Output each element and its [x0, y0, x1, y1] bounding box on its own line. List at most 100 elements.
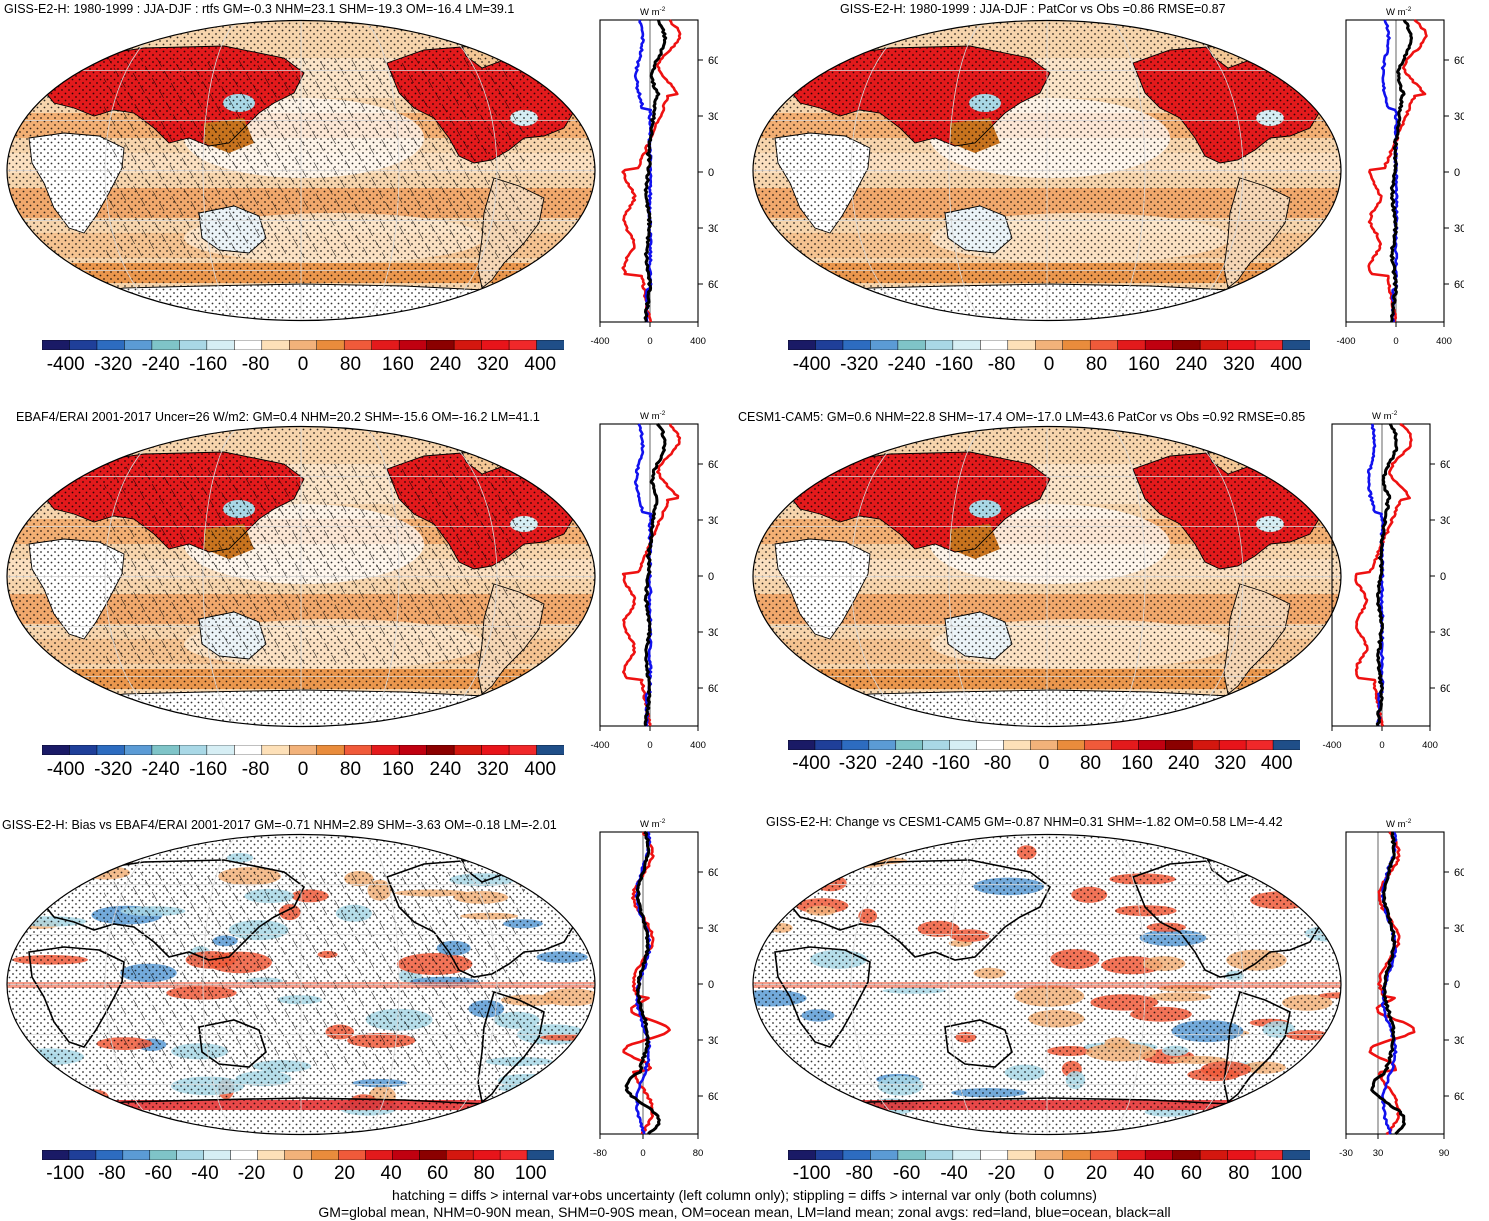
colorbar-swatch: [868, 740, 897, 750]
map-border: [6, 19, 596, 322]
map-border: [6, 833, 596, 1136]
colorbar-swatch: [69, 340, 98, 350]
colorbar-label: 0: [292, 1163, 304, 1184]
lat-tick-label: 60S: [708, 279, 718, 291]
colorbar-swatch: [1199, 1150, 1229, 1160]
colorbar-swatch: [1272, 740, 1300, 750]
colorbar-swatch: [95, 1150, 124, 1160]
colorbar-swatch: [68, 1150, 97, 1160]
footnote-hatching: hatching = diffs > internal var+obs unce…: [392, 1187, 1097, 1203]
colorbar-labels: -400 -320 -240 -160 -80 0 80 160 240 320 400: [42, 759, 564, 783]
lat-tick-label: 60S: [1454, 1091, 1464, 1103]
colorbar-swatch: [1035, 1150, 1064, 1160]
colorbar-label: -240: [141, 759, 180, 780]
colorbar-label: -100: [46, 1163, 85, 1184]
colorbar-swatch: [536, 340, 564, 350]
colorbar: [42, 1150, 554, 1160]
lat-tick-label: 0: [708, 979, 714, 991]
colorbar-swatch: [42, 745, 71, 755]
zonal-mean-plot: W m-2 60N 30N 0 30S 60S -400 0 400: [590, 6, 718, 347]
colorbar-swatch: [1245, 740, 1274, 750]
colorbar-swatch: [392, 1150, 420, 1160]
colorbar-swatch: [481, 340, 510, 350]
map-border: [752, 425, 1342, 728]
lat-tick-label: 60S: [708, 683, 718, 695]
colorbar-swatch: [343, 340, 373, 350]
longitude-gridline: [850, 834, 922, 1135]
zonal-series-all: [643, 422, 667, 727]
zonal-plot-frame: [1345, 831, 1445, 1135]
zonal-mean-plot: W m-2 60N 30N 0 30S 60S -400 0 400: [1322, 410, 1450, 751]
colorbar-swatch: [42, 340, 71, 350]
zonal-series-land: [1354, 422, 1413, 727]
colorbar-label: -80: [241, 759, 270, 780]
x-tick-label: 0: [647, 336, 652, 347]
zonal-mean-plot: W m-2 60N 30N 0 30S 60S -30 30 90: [1339, 818, 1464, 1159]
zonal-plot-frame: [599, 19, 699, 323]
colorbar-label: 320: [1222, 354, 1255, 375]
colorbar-swatch: [897, 1150, 926, 1160]
colorbar-label: 100: [1270, 1163, 1303, 1184]
colorbar-swatch: [230, 1150, 259, 1160]
longitude-gridline: [948, 426, 985, 727]
hatching: [104, 58, 524, 258]
colorbar-swatch: [472, 1150, 501, 1160]
zonal-series-land: [1368, 831, 1416, 1136]
colorbar-swatch: [508, 340, 538, 350]
colorbar-label: 80: [339, 354, 362, 375]
x-tick-label: 90: [1439, 1148, 1450, 1159]
panel-title: GISS-E2-H: Bias vs EBAF4/ERAI 2001-2017 …: [2, 818, 557, 832]
colorbar-label: -400: [792, 354, 831, 375]
colorbar-swatch: [1218, 740, 1247, 750]
colorbar-label: -240: [885, 753, 924, 774]
x-tick-label: 0: [1393, 336, 1398, 347]
colorbar-swatch: [870, 1150, 899, 1160]
colorbar-swatch: [261, 745, 290, 755]
longitude-gridline: [104, 834, 176, 1135]
zonal-series-all: [643, 19, 668, 323]
zonal-series-ocean: [633, 19, 653, 323]
colorbar-label: -80: [845, 1163, 873, 1184]
colorbar-swatch: [949, 740, 978, 750]
x-tick-label: 0: [640, 1148, 645, 1159]
colorbar-label: 60: [427, 1163, 449, 1184]
colorbar-swatch: [122, 1150, 151, 1160]
lat-tick-label: 30S: [1454, 1035, 1464, 1047]
colorbar: [42, 340, 564, 350]
colorbar-labels: -100 -80 -60 -40 -20 0 20 40 60 80 100: [42, 1163, 554, 1187]
colorbar-label: -20: [237, 1163, 266, 1184]
zonal-mean-plot: W m-2 60N 30N 0 30S 60S -80 0 80: [593, 818, 718, 1159]
zonal-mean-plot: W m-2 60N 30N 0 30S 60S -400 0 400: [590, 410, 718, 751]
colorbar-swatch: [814, 740, 843, 750]
colorbar-swatch: [1117, 1150, 1146, 1160]
colorbar-swatch: [1089, 1150, 1119, 1160]
colorbar-swatch: [1282, 340, 1310, 350]
colorbar-label: 240: [1175, 354, 1208, 375]
colorbar-swatch: [234, 340, 263, 350]
lat-tick-label: 30N: [1454, 923, 1464, 935]
map-border: [752, 19, 1342, 322]
colorbar-swatch: [257, 1150, 286, 1160]
colorbar-label: 320: [476, 354, 509, 375]
colorbar-label: -400: [792, 753, 831, 774]
colorbar-swatch: [398, 745, 428, 755]
zonal-series-land: [621, 423, 682, 727]
lat-tick-label: 30S: [1454, 223, 1464, 235]
colorbar-swatch: [842, 1150, 871, 1160]
colorbar-swatch: [895, 740, 924, 750]
colorbar-label: 40: [1133, 1163, 1155, 1184]
longitude-gridline: [850, 426, 922, 727]
lat-tick-label: 30S: [708, 223, 718, 235]
colorbar-label: 160: [382, 759, 414, 780]
lat-tick-label: 60N: [1454, 867, 1464, 879]
colorbar-swatch: [1172, 340, 1201, 350]
footnote-legend: GM=global mean, NHM=0-90N mean, SHM=0-90…: [318, 1204, 1171, 1220]
lat-tick-label: 30N: [1454, 111, 1464, 123]
colorbar-swatch: [206, 745, 235, 755]
x-tick-label: 0: [647, 740, 652, 751]
colorbar-swatch: [499, 1150, 528, 1160]
field-patch: [7, 912, 37, 923]
colorbar-swatch: [206, 340, 235, 350]
colorbar-swatch: [124, 745, 153, 755]
colorbar: [788, 740, 1300, 750]
